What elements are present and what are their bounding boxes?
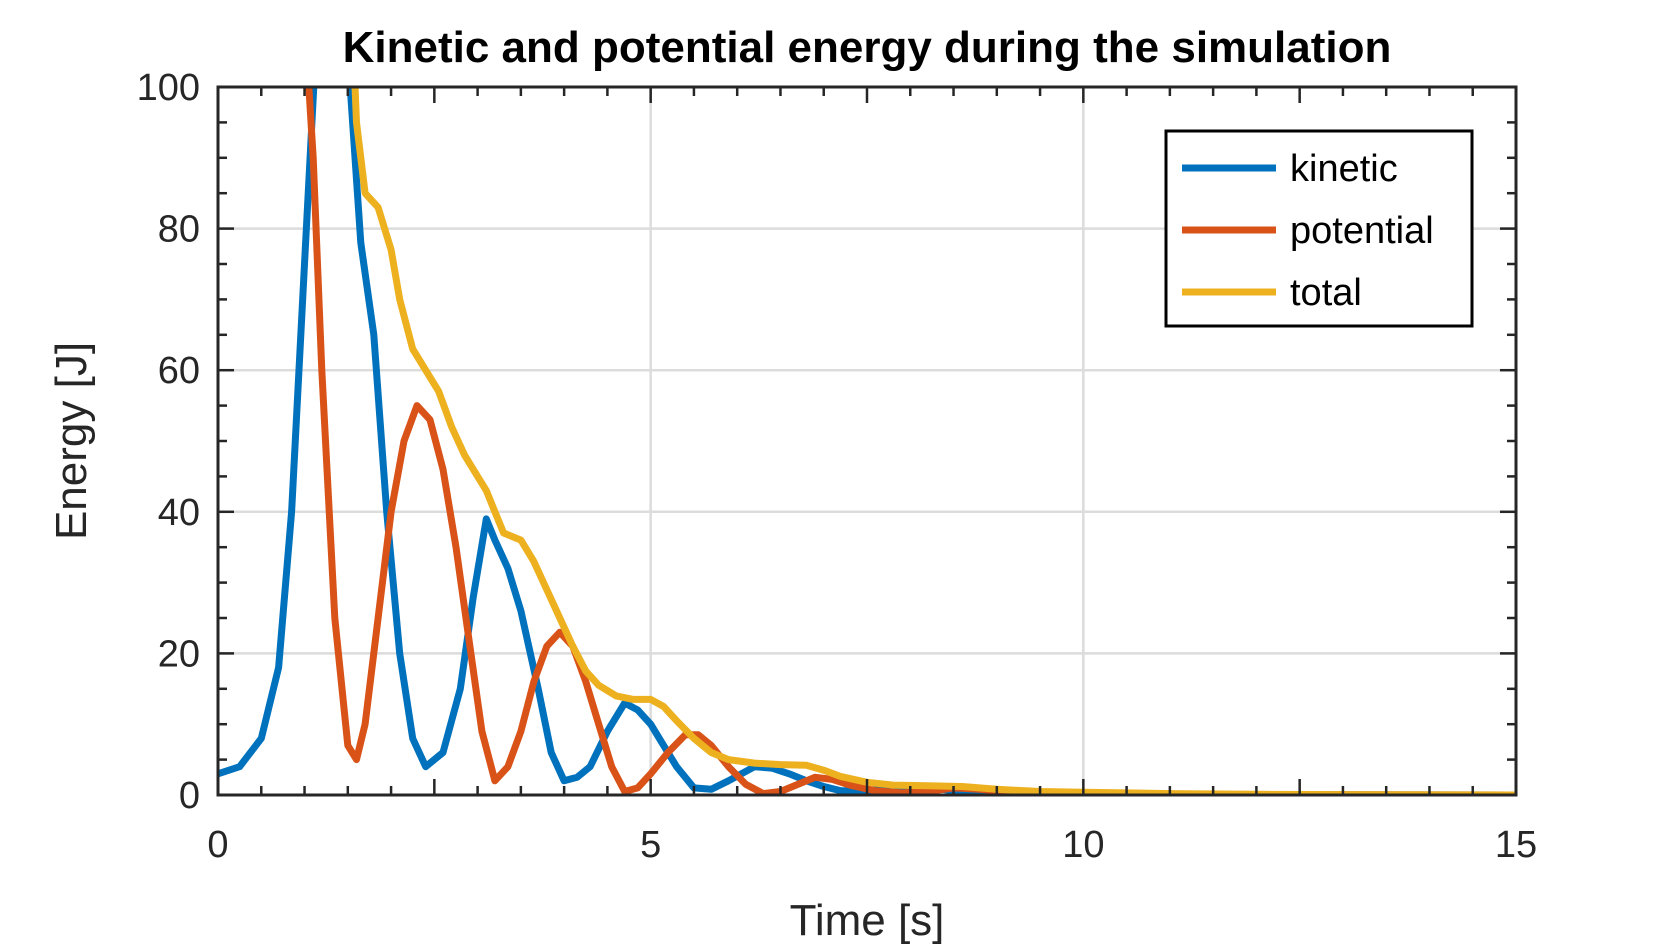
y-tick-label: 60 [158, 350, 200, 392]
series-line-total [351, 87, 1516, 795]
tick-labels: 0 5 10 15 0 20 40 60 80 100 [137, 67, 1538, 866]
series-layer [218, 87, 1516, 795]
chart-title: Kinetic and potential energy during the … [343, 23, 1392, 72]
y-tick-label: 40 [158, 492, 200, 534]
y-tick-label: 20 [158, 633, 200, 675]
y-tick-label: 100 [137, 67, 200, 109]
x-tick-label: 10 [1062, 824, 1104, 866]
y-axis-label: Energy [J] [47, 342, 96, 540]
legend-label-potential: potential [1290, 210, 1434, 252]
x-tick-label: 0 [207, 824, 228, 866]
legend-label-kinetic: kinetic [1290, 148, 1398, 190]
y-tick-label: 0 [179, 775, 200, 817]
series-line-kinetic [218, 87, 1516, 795]
x-tick-label: 5 [640, 824, 661, 866]
y-tick-label: 80 [158, 209, 200, 251]
series-line-potential [305, 87, 1516, 795]
ticks [216, 85, 1518, 797]
legend: kinetic potential total [1164, 129, 1474, 328]
x-axis-label: Time [s] [790, 896, 945, 945]
legend-label-total: total [1290, 272, 1362, 314]
x-tick-label: 15 [1495, 824, 1537, 866]
